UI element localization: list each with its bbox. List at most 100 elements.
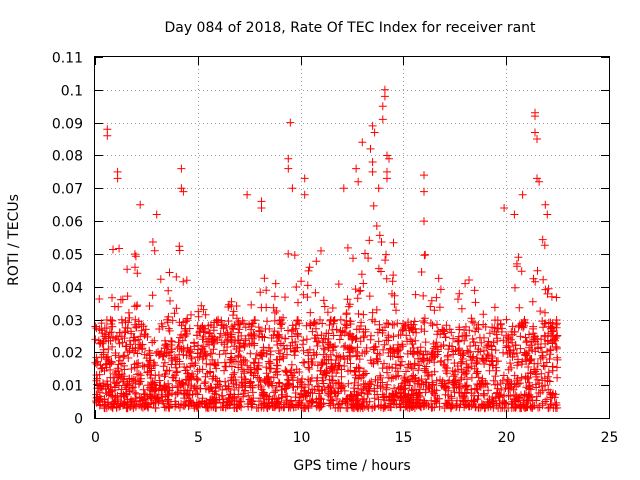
data-point [104,352,112,361]
data-point [516,332,525,341]
data-point [459,349,467,358]
data-point [127,365,136,373]
data-point [252,365,261,374]
data-point [408,399,417,408]
data-point [164,286,173,295]
data-point [524,363,533,371]
data-point [373,355,382,364]
data-point [216,403,225,412]
data-point [106,315,115,324]
data-point [422,378,431,387]
data-point [494,404,503,412]
data-point [386,345,395,354]
data-point [249,358,258,367]
data-point [293,343,302,352]
data-point [538,353,547,362]
data-point [351,396,360,405]
data-point [421,338,430,347]
data-point [138,396,147,405]
data-point [442,401,451,410]
data-point [148,291,157,300]
data-point [344,379,353,388]
data-point [171,360,180,369]
data-point [382,319,391,327]
data-point [115,244,124,253]
data-point [326,395,335,404]
data-point [411,290,420,299]
data-point [148,338,157,347]
data-point [504,342,513,351]
data-point [354,363,363,372]
data-point [91,335,100,344]
data-point [146,385,155,394]
data-point [406,347,415,356]
data-point [324,391,333,400]
y-tick-label: 0.07 [52,182,83,198]
data-point [175,350,184,359]
data-point [346,329,355,338]
data-point [255,397,263,406]
data-point [182,276,191,285]
data-point [112,332,121,341]
data-point [353,403,362,412]
data-point [365,386,374,395]
data-point [133,269,142,278]
data-point [226,355,235,364]
data-point [522,338,531,347]
data-point [416,343,425,352]
data-point [367,331,375,340]
data-point [294,298,302,307]
data-point [502,315,511,324]
data-point [533,174,541,183]
data-point [458,351,467,360]
data-point [337,372,346,381]
data-point [381,401,390,410]
data-point [541,332,550,341]
data-point [187,354,196,363]
data-point [185,391,194,400]
data-point [377,267,385,276]
data-point [91,322,100,331]
data-point [130,250,139,259]
data-point [392,400,401,409]
data-point [419,317,428,325]
data-point [300,387,309,396]
data-point [192,384,201,393]
data-point [227,376,235,385]
data-point [206,329,215,338]
data-point [96,400,105,409]
data-point [247,331,256,340]
data-point [260,274,269,283]
data-point [413,348,422,357]
data-point [358,349,367,358]
data-point [239,392,248,401]
y-tick-label: 0.05 [52,248,83,264]
data-point [325,375,334,384]
data-point [546,350,555,359]
data-point [94,395,103,404]
data-point [264,399,273,407]
data-point [198,344,207,353]
x-tick-label: 25 [601,430,619,446]
data-point [120,351,129,360]
data-point [428,380,437,389]
data-point [353,294,362,303]
data-point [374,184,383,193]
data-point [485,329,494,338]
data-point [154,351,163,360]
data-point [347,344,356,353]
data-point [408,385,417,394]
data-point [175,242,184,251]
data-point [548,362,557,371]
data-point [420,217,428,226]
data-point [372,222,381,230]
data-point [182,330,191,338]
data-point [220,366,229,375]
data-point [459,396,468,405]
data-point [370,394,379,403]
data-point [370,384,379,393]
data-point [476,347,485,356]
data-point [279,354,288,363]
data-point [133,349,142,358]
